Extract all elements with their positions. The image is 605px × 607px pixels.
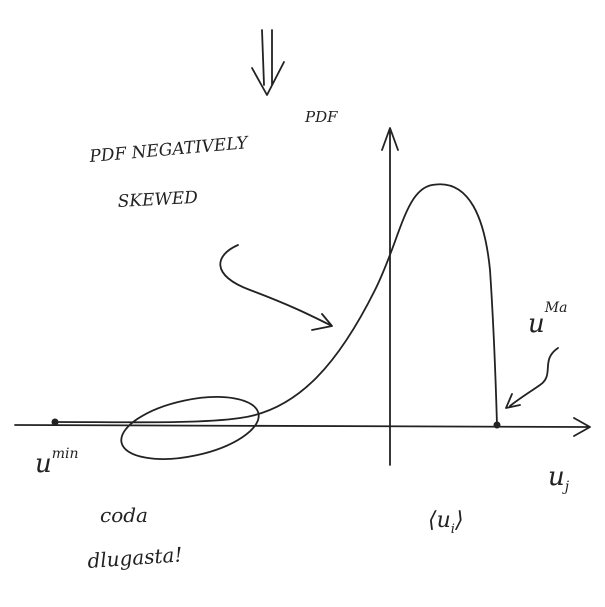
y-axis-label: PDF — [304, 108, 338, 126]
min-dot — [52, 419, 59, 426]
annotation-line: SKEWED — [117, 188, 199, 212]
top-arrow — [252, 30, 284, 95]
mean-base: ⟨u — [428, 508, 451, 533]
max-arrow — [506, 348, 558, 408]
y-axis — [382, 128, 398, 465]
u-max: uMa — [528, 300, 567, 339]
pointer-arrow — [220, 245, 332, 330]
annotation-line: PDF NEGATIVELY — [88, 133, 251, 167]
x-label-base: u — [548, 462, 565, 492]
tail-ellipse — [116, 386, 265, 470]
u-min-sup: min — [52, 446, 79, 462]
mean-label: ⟨ui⟩ — [428, 508, 464, 537]
note-line: dlugasta! — [87, 542, 184, 573]
u-min: umin — [35, 446, 79, 479]
x-axis-label: uj — [548, 462, 570, 495]
x-axis — [15, 418, 590, 436]
note-line: coda — [100, 503, 148, 527]
mean-close: ⟩ — [454, 508, 464, 533]
max-dot — [494, 422, 501, 429]
u-max-sup: Ma — [544, 300, 568, 316]
u-min-base: u — [35, 449, 52, 479]
u-max-base: u — [528, 309, 545, 339]
pdf-curve — [55, 184, 497, 425]
sketch: PDF PDF NEGATIVELY SKEWED umin uMa uj ⟨u… — [0, 0, 605, 607]
